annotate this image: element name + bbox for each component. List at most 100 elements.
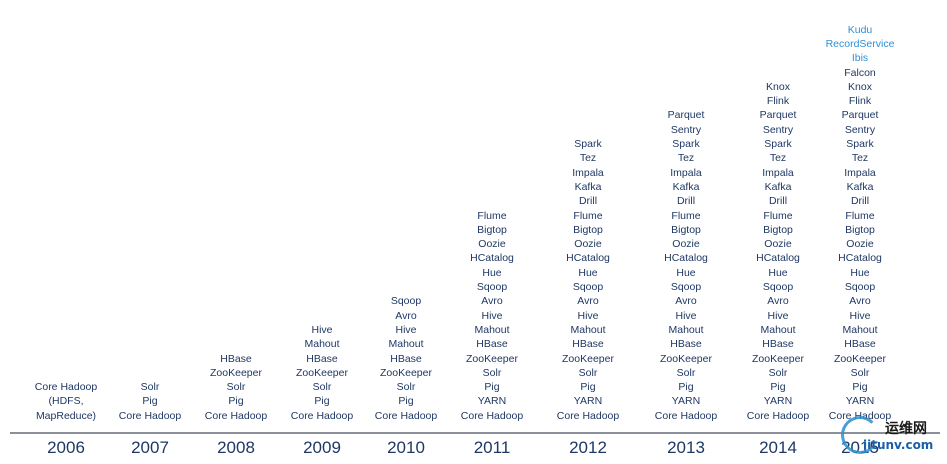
component-label: Pig (142, 395, 158, 408)
component-label: Core Hadoop (746, 409, 810, 422)
component-label: HBase (844, 338, 876, 351)
component-label: Avro (577, 295, 599, 308)
component-label: Spark (764, 138, 792, 151)
component-label: Core Hadoop (204, 409, 268, 422)
component-label: Mahout (304, 338, 340, 351)
component-label: HCatalog (756, 252, 800, 265)
component-label: Mahout (760, 323, 796, 336)
component-label: Sqoop (572, 281, 604, 294)
component-label: Pig (580, 381, 596, 394)
component-label: Bigtop (477, 223, 507, 236)
component-label: Oozie (574, 238, 602, 251)
component-label: Kafka (764, 180, 792, 193)
component-label: Tez (851, 152, 869, 165)
component-label: Sentry (762, 123, 794, 136)
year-label-2012: 2012 (569, 438, 607, 457)
component-label: Kafka (672, 180, 700, 193)
year-column-2011: Flume Bigtop Oozie HCatalog Hue Sqoop Avro Hive… (444, 209, 540, 423)
component-label: Pig (678, 381, 694, 394)
component-label: Impala (670, 166, 702, 179)
component-label: Tez (769, 152, 787, 165)
new-component-label: RecordService (825, 37, 895, 50)
component-label: Mahout (388, 338, 424, 351)
component-label: Oozie (764, 238, 792, 251)
component-label: Oozie (478, 238, 506, 251)
component-label: YARN (573, 395, 603, 408)
component-label: Bigtop (763, 223, 793, 236)
component-label: HBase (476, 338, 508, 351)
year-label-2015: 2015 (841, 438, 879, 457)
component-label: Solr (850, 366, 870, 379)
year-label-2006: 2006 (47, 438, 85, 457)
component-label: Tez (677, 152, 695, 165)
component-label: HCatalog (470, 252, 514, 265)
component-label: Mahout (842, 323, 878, 336)
component-label: HCatalog (566, 252, 610, 265)
year-column-2008: HBase ZooKeeper Solr Pig Core Hadoop (188, 352, 284, 423)
component-label: Flink (848, 95, 872, 108)
component-label: Avro (675, 295, 697, 308)
component-label: Flink (766, 95, 790, 108)
component-label: (HDFS, (48, 395, 84, 408)
component-label: Avro (395, 309, 417, 322)
component-label: Hue (850, 266, 870, 279)
component-label: Oozie (846, 238, 874, 251)
component-label: Core Hadoop (556, 409, 620, 422)
component-label: Avro (767, 295, 789, 308)
year-label-2014: 2014 (759, 438, 797, 457)
component-label: Pig (852, 381, 868, 394)
component-label: Drill (676, 195, 696, 208)
component-label: Kafka (574, 180, 602, 193)
component-label: ZooKeeper (562, 352, 614, 365)
year-label-2009: 2009 (303, 438, 341, 457)
component-label: Spark (846, 138, 874, 151)
component-label: Bigtop (845, 223, 875, 236)
component-label: Drill (850, 195, 870, 208)
component-label: Solr (578, 366, 598, 379)
component-label: Mahout (570, 323, 606, 336)
component-label: Hive (577, 309, 599, 322)
component-label: Impala (762, 166, 794, 179)
component-label: Impala (572, 166, 604, 179)
component-label: HBase (762, 338, 794, 351)
component-label: Sqoop (476, 281, 508, 294)
year-column-2014: Knox Flink Parquet Sentry Spark Tez Impala Kafk… (730, 80, 826, 423)
component-label: Hue (578, 266, 598, 279)
component-label: Flume (477, 209, 507, 222)
component-label: ZooKeeper (380, 366, 432, 379)
component-label: HCatalog (838, 252, 882, 265)
component-label: Drill (768, 195, 788, 208)
component-label: HBase (390, 352, 422, 365)
component-label: Sentry (844, 123, 876, 136)
component-label: Core Hadoop (460, 409, 524, 422)
component-label: Sqoop (670, 281, 702, 294)
year-column-2015: Kudu RecordService Ibis Falcon Knox Flink Parq… (812, 23, 908, 423)
component-label: Hive (767, 309, 789, 322)
component-label: Hue (768, 266, 788, 279)
component-label: Hive (311, 323, 333, 336)
component-label: Sqoop (390, 295, 422, 308)
year-column-2007: Solr Pig Core Hadoop (102, 380, 198, 423)
component-label: Tez (579, 152, 597, 165)
component-label: Sqoop (844, 281, 876, 294)
component-label: HBase (670, 338, 702, 351)
component-label: Solr (676, 366, 696, 379)
component-label: Impala (844, 166, 876, 179)
year-column-2006: Core Hadoop (HDFS, MapReduce) (18, 380, 114, 423)
component-label: Pig (770, 381, 786, 394)
component-label: Flume (763, 209, 793, 222)
component-label: HBase (572, 338, 604, 351)
component-label: Spark (672, 138, 700, 151)
component-label: Parquet (759, 109, 797, 122)
component-label: Flume (845, 209, 875, 222)
component-label: Core Hadoop (374, 409, 438, 422)
component-label: ZooKeeper (752, 352, 804, 365)
component-label: Solr (396, 381, 416, 394)
component-label: HBase (306, 352, 338, 365)
component-label: Hive (395, 323, 417, 336)
component-label: Solr (482, 366, 502, 379)
component-label: MapReduce) (35, 409, 97, 422)
component-label: Solr (312, 381, 332, 394)
component-label: YARN (671, 395, 701, 408)
